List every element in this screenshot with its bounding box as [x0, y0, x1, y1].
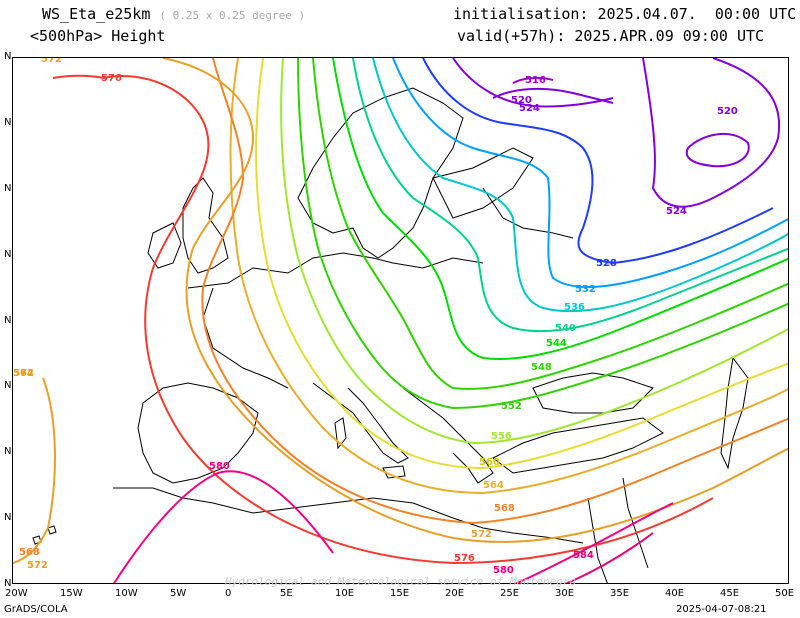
contour-label: 572	[13, 368, 34, 379]
contour-label: 548	[531, 362, 552, 373]
contour-label: 516	[525, 75, 546, 86]
y-tick-label: N	[4, 578, 12, 589]
contour-540	[352, 58, 788, 333]
contour-label: 560	[479, 457, 500, 468]
contour-label: 532	[575, 284, 596, 295]
contour-536	[372, 58, 788, 313]
x-tick-label: 20W	[5, 588, 28, 599]
contour-580	[113, 470, 334, 583]
contour-label: 544	[546, 338, 567, 349]
contour-544	[332, 58, 788, 360]
x-tick-label: 10E	[335, 588, 355, 599]
y-tick-label: N	[4, 51, 12, 62]
contour-label: 580	[209, 461, 230, 472]
contour-label: 572	[27, 560, 48, 571]
model-title: WS_Eta_e25km ( 0.25 x 0.25 degree )	[42, 5, 305, 23]
init-time: initialisation: 2025.04.07. 00:00 UTC	[453, 5, 797, 23]
contour-532	[392, 58, 788, 288]
x-tick-label: 30E	[555, 588, 575, 599]
x-tick-label: 40E	[665, 588, 685, 599]
contour-label: 524	[666, 206, 687, 217]
contour-label: 580	[493, 565, 514, 576]
y-tick-label: N	[4, 315, 12, 326]
contour-576	[52, 74, 104, 79]
x-tick-label: 15E	[390, 588, 410, 599]
y-tick-label: N	[4, 446, 12, 457]
contour-label: 528	[596, 258, 617, 269]
x-tick-label: 25E	[500, 588, 520, 599]
footer-left: GrADS/COLA	[4, 604, 68, 615]
x-tick-label: 15W	[60, 588, 83, 599]
x-tick-label: 10W	[115, 588, 138, 599]
contour-layer	[13, 58, 788, 583]
contour-576	[102, 75, 714, 565]
contour-524	[452, 58, 614, 108]
contour-524	[642, 58, 781, 208]
contour-label: 568	[19, 547, 40, 558]
contour-label: 520	[511, 95, 532, 106]
contour-label: 568	[494, 503, 515, 514]
x-tick-label: 0	[225, 588, 232, 599]
x-tick-label: 45E	[720, 588, 740, 599]
contour-580	[514, 502, 674, 583]
y-tick-label: N	[4, 117, 12, 128]
x-tick-label: 20E	[445, 588, 465, 599]
y-tick-label: N	[4, 380, 12, 391]
contour-label: 576	[101, 73, 122, 84]
coastlines	[32, 87, 749, 583]
contour-572	[13, 377, 56, 564]
contour-label: 564	[13, 368, 34, 379]
x-tick-label: 5W	[170, 588, 187, 599]
contour-label: 556	[491, 431, 512, 442]
watermark: Hydrological and Meteorological service …	[225, 575, 576, 588]
field-title: <500hPa> Height	[30, 27, 166, 45]
contour-label: 524	[519, 103, 540, 114]
contour-label: 520	[717, 106, 738, 117]
contour-520	[685, 132, 750, 168]
contour-label: 576	[454, 553, 475, 564]
contour-528	[422, 58, 774, 265]
contour-label: 564	[483, 480, 504, 491]
contour-572	[162, 58, 788, 543]
contour-560	[255, 58, 788, 470]
contour-label: 536	[564, 302, 585, 313]
contour-584	[565, 532, 654, 583]
contour-568	[201, 58, 788, 525]
x-tick-label: 50E	[775, 588, 795, 599]
contour-516	[512, 76, 554, 84]
contour-556	[280, 58, 788, 445]
model-name: WS_Eta_e25km	[42, 5, 151, 23]
contour-label: 572	[471, 529, 492, 540]
contour-label: 552	[501, 401, 522, 412]
model-resolution: ( 0.25 x 0.25 degree )	[159, 9, 306, 22]
y-tick-label: N	[4, 183, 12, 194]
contour-548	[312, 58, 788, 390]
contour-label: 584	[573, 550, 594, 561]
contour-520	[492, 87, 614, 104]
contour-label: 572	[41, 58, 62, 65]
y-tick-label: N	[4, 512, 12, 523]
x-tick-label: 5E	[280, 588, 293, 599]
x-tick-label: 35E	[610, 588, 630, 599]
contour-label: 540	[555, 323, 576, 334]
valid-time: valid(+57h): 2025.APR.09 09:00 UTC	[457, 27, 765, 45]
footer-right: 2025-04-07-08:21	[676, 604, 767, 615]
map-frame: 516 520 524 520 524 528 532 536 540 544 548 552 556 5…	[12, 57, 789, 584]
contour-552	[297, 58, 788, 410]
contour-564	[229, 58, 788, 495]
y-tick-label: N	[4, 249, 12, 260]
